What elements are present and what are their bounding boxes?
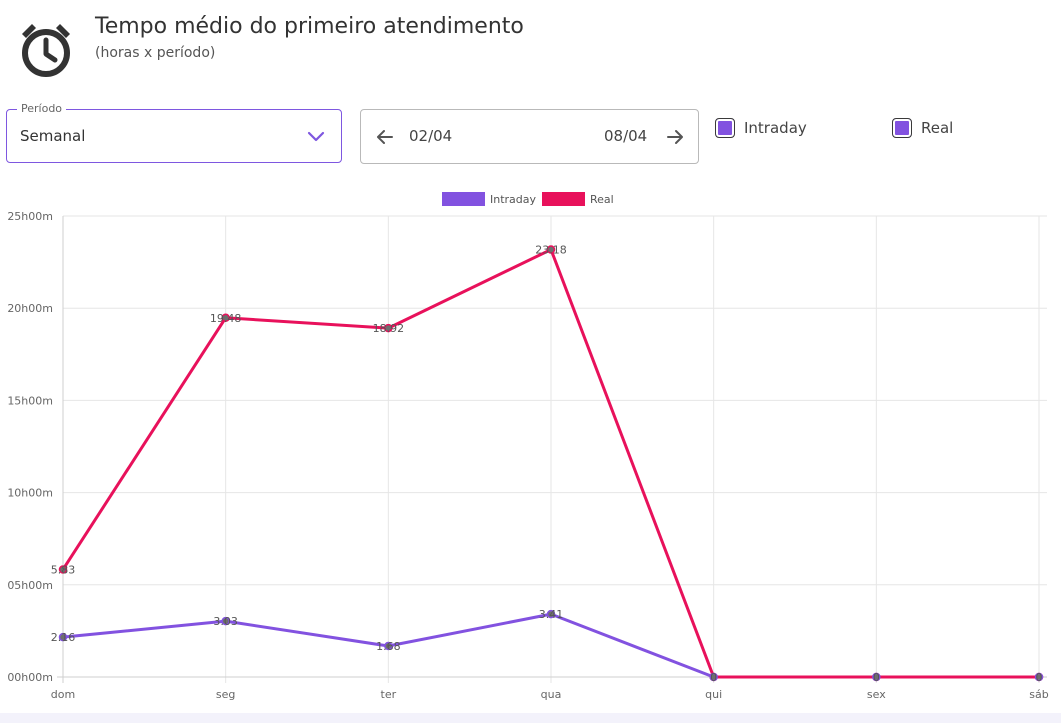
data-label: 18.92	[373, 322, 405, 335]
footer-strip	[0, 713, 1061, 723]
line-chart: 00h00m 05h00m 10h00m 15h00m 20h00m 25h00m dom s…	[7, 192, 1049, 701]
period-select-label: Período	[17, 102, 67, 115]
data-point	[221, 616, 230, 626]
y-tick-label: 05h00m	[7, 579, 53, 592]
data-point	[221, 313, 230, 323]
data-label: 3.41	[539, 608, 564, 621]
y-tick-label: 25h00m	[7, 210, 53, 223]
y-tick-label: 15h00m	[7, 394, 53, 407]
x-tick-label: sex	[867, 688, 886, 701]
x-tick-label: qui	[705, 688, 722, 701]
y-tick-label: 00h00m	[7, 671, 53, 684]
date-range-end: 08/04	[604, 127, 648, 145]
data-point	[384, 641, 393, 651]
data-point	[872, 672, 881, 682]
data-label: 0	[1036, 671, 1043, 684]
data-point	[709, 672, 718, 682]
x-tick-label: seg	[216, 688, 235, 701]
x-tick-label: qua	[541, 688, 562, 701]
legend-swatch	[542, 192, 585, 206]
real-toggle-label: Real	[921, 119, 954, 137]
data-point	[58, 565, 68, 574]
y-tick-label: 10h00m	[7, 487, 53, 500]
data-point	[1034, 672, 1044, 682]
x-tick-label: dom	[51, 688, 75, 701]
intraday-checkbox[interactable]	[715, 118, 735, 138]
period-select[interactable]: Período Semanal	[6, 102, 342, 163]
data-label: 1.68	[376, 640, 401, 653]
legend-label: Intraday	[490, 193, 537, 206]
data-label: 5.83	[51, 563, 76, 576]
arrow-left-icon[interactable]	[375, 127, 395, 147]
x-tick-label: ter	[381, 688, 397, 701]
real-toggle[interactable]: Real	[892, 118, 953, 138]
alarm-clock-icon	[22, 24, 70, 77]
data-label: 19.48	[210, 312, 242, 325]
page-subtitle: (horas x período)	[95, 45, 216, 61]
date-range-start: 02/04	[409, 127, 453, 145]
legend-label: Real	[590, 193, 614, 206]
data-point	[384, 323, 393, 333]
data-label: 2.16	[51, 631, 76, 644]
legend-swatch	[442, 192, 485, 206]
data-label: 23.18	[535, 244, 567, 257]
data-label: 0	[710, 671, 717, 684]
data-point	[58, 632, 68, 642]
data-point	[546, 245, 556, 254]
data-label: 0	[873, 671, 880, 684]
data-point	[546, 609, 556, 619]
chevron-down-icon	[307, 131, 325, 142]
page-title: Tempo médio do primeiro atendimento	[95, 14, 524, 39]
intraday-toggle-label: Intraday	[744, 119, 807, 137]
arrow-right-icon[interactable]	[665, 127, 685, 147]
real-checkbox[interactable]	[892, 118, 912, 138]
date-range-picker: 02/04 08/04	[360, 109, 699, 164]
intraday-toggle[interactable]: Intraday	[715, 118, 807, 138]
data-label: 3.03	[213, 615, 238, 628]
y-tick-label: 20h00m	[7, 302, 53, 315]
period-select-value: Semanal	[20, 127, 86, 145]
x-tick-label: sáb	[1029, 688, 1048, 701]
